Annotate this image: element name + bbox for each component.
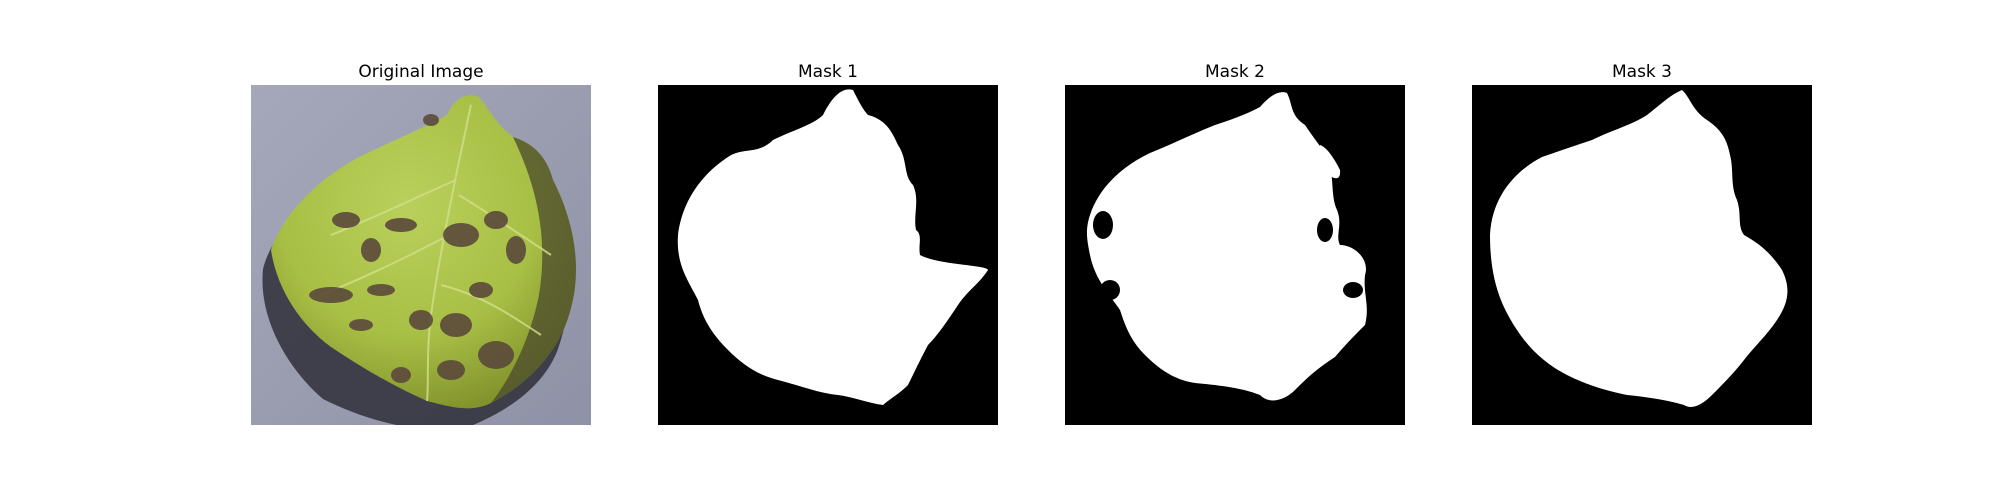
mask-3-region — [1490, 90, 1788, 407]
panel-title-mask-1: Mask 1 — [797, 62, 858, 82]
original-leaf-image — [251, 85, 591, 425]
mask-2-holes — [1093, 211, 1363, 300]
mask-3-image — [1472, 85, 1812, 425]
panel-title-mask-2: Mask 2 — [1204, 62, 1265, 82]
leaf-dark-edge — [491, 137, 577, 403]
mask-1-region — [677, 89, 988, 405]
panel-mask-2: Mask 2 — [1065, 60, 1405, 425]
leaf-lesions — [309, 114, 526, 383]
panel-original-image: Original Image — [251, 60, 591, 425]
panel-mask-1: Mask 1 — [658, 60, 998, 425]
mask-2-fragment — [1319, 145, 1341, 179]
panel-title-mask-3: Mask 3 — [1611, 62, 1672, 82]
panel-mask-3: Mask 3 — [1472, 60, 1812, 425]
mask-2-region — [1086, 92, 1367, 401]
mask-2-image — [1065, 85, 1405, 425]
mask-1-image — [658, 85, 998, 425]
leaf — [271, 95, 577, 409]
panel-title-original: Original Image — [358, 62, 484, 82]
